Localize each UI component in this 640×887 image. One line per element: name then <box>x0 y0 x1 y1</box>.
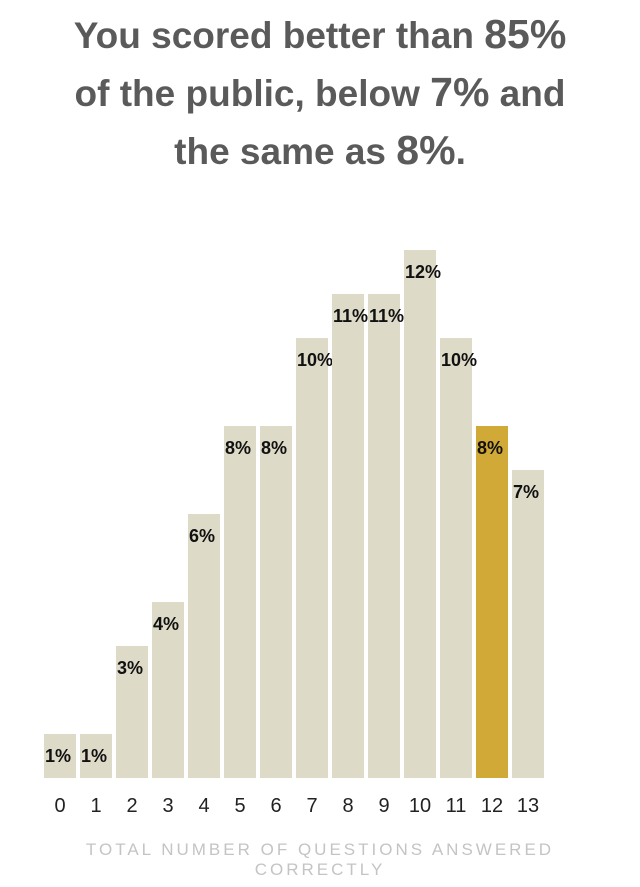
bar <box>368 294 400 778</box>
bar-value-label: 1% <box>81 746 107 766</box>
bar-value-label: 11% <box>333 306 368 326</box>
bar-value-label: 8% <box>225 438 251 458</box>
x-tick-label: 0 <box>54 795 65 817</box>
bar-value-label: 6% <box>189 526 215 546</box>
bar-value-label: 3% <box>117 658 143 678</box>
bar-value-label: 12% <box>405 262 441 282</box>
x-tick-label: 6 <box>270 795 281 817</box>
bar-value-label: 1% <box>45 746 71 766</box>
x-tick-label: 10 <box>409 795 431 817</box>
bar <box>116 646 148 778</box>
headline-text: . <box>455 131 466 172</box>
bar <box>332 294 364 778</box>
chart-headline: You scored better than 85% of the public… <box>0 6 640 180</box>
bar-value-label: 8% <box>477 438 503 458</box>
bar <box>440 338 472 778</box>
headline-line-3: the same as 8%. <box>0 122 640 180</box>
bar-value-label: 7% <box>513 482 539 502</box>
bar <box>224 426 256 778</box>
x-tick-label: 1 <box>90 795 101 817</box>
headline-text: of the public, below <box>74 73 431 114</box>
bar-value-label: 8% <box>261 438 287 458</box>
headline-text: the same as <box>174 131 397 172</box>
bar <box>512 470 544 778</box>
x-tick-label: 2 <box>126 795 137 817</box>
bar-value-label: 4% <box>153 614 179 634</box>
bar-value-label: 11% <box>369 306 404 326</box>
headline-line-2: of the public, below 7% and <box>0 64 640 122</box>
bar <box>260 426 292 778</box>
headline-text: and <box>489 73 566 114</box>
headline-percent-same: 8% <box>396 127 456 173</box>
bar <box>296 338 328 778</box>
bar-your-score <box>476 426 508 778</box>
x-tick-label: 5 <box>234 795 245 817</box>
bar-value-label: 10% <box>297 350 333 370</box>
headline-percent-below: 7% <box>430 69 490 115</box>
x-axis-title: TOTAL NUMBER OF QUESTIONS ANSWERED CORRE… <box>85 840 555 879</box>
bar <box>404 250 436 778</box>
x-tick-label: 8 <box>342 795 353 817</box>
x-tick-label: 7 <box>306 795 317 817</box>
headline-line-1: You scored better than 85% <box>0 6 640 64</box>
bar-value-label: 10% <box>441 350 477 370</box>
headline-text: You scored better than <box>73 15 485 56</box>
x-tick-label: 9 <box>378 795 389 817</box>
bar <box>188 514 220 778</box>
x-tick-label: 3 <box>162 795 173 817</box>
bar <box>152 602 184 778</box>
x-tick-label: 4 <box>198 795 209 817</box>
bar <box>80 734 112 778</box>
x-tick-label: 11 <box>446 795 467 817</box>
x-tick-label: 13 <box>517 795 539 817</box>
x-tick-label: 12 <box>481 795 503 817</box>
bar <box>44 734 76 778</box>
headline-percent-better: 85% <box>484 11 567 57</box>
